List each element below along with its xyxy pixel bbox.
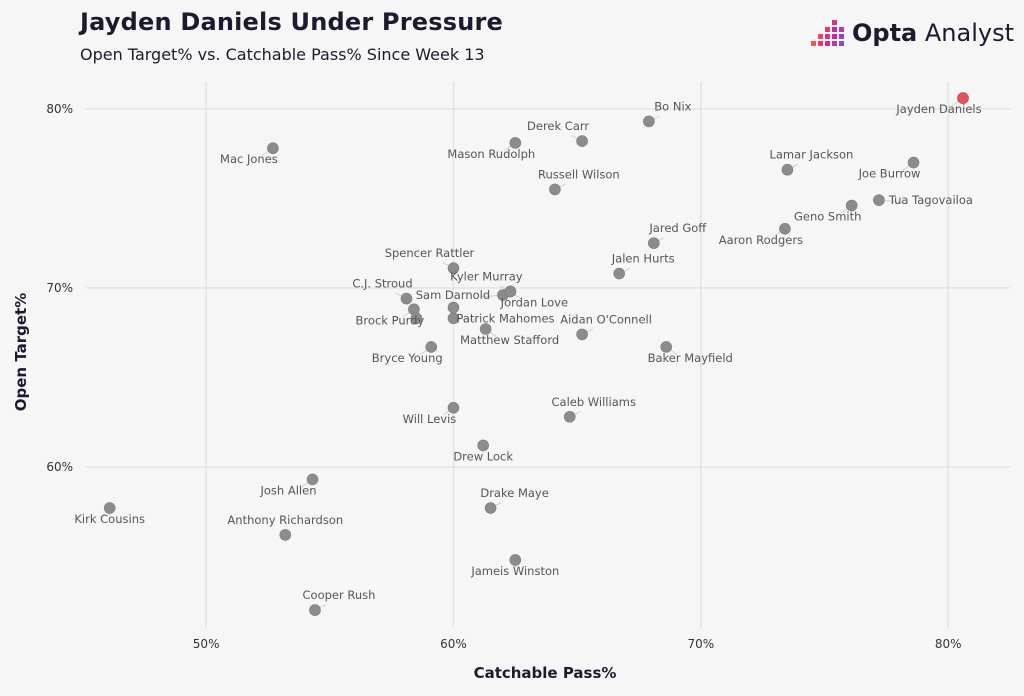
point-label: Jalen Hurts xyxy=(611,252,675,266)
scatter-point xyxy=(447,312,460,325)
scatter-point xyxy=(447,262,460,274)
x-tick-label: 60% xyxy=(440,637,467,651)
y-tick-label: 80% xyxy=(46,102,73,116)
scatter-point xyxy=(484,502,497,514)
scatter-point xyxy=(509,554,522,566)
chart-subtitle: Open Target% vs. Catchable Pass% Since W… xyxy=(80,45,485,64)
scatter-point xyxy=(279,529,292,541)
scatter-point xyxy=(613,267,626,280)
x-axis-title: Catchable Pass% xyxy=(474,664,617,682)
point-label: Russell Wilson xyxy=(538,167,620,181)
scatter-point xyxy=(576,328,588,341)
point-label: Baker Mayfield xyxy=(648,351,733,365)
chart-title: Jayden Daniels Under Pressure xyxy=(80,8,503,36)
point-label: Tua Tagovailoa xyxy=(888,193,973,207)
opta-logo-icon xyxy=(811,20,844,46)
grid-lines xyxy=(86,82,1010,628)
scatter-point xyxy=(479,323,492,335)
point-label: Spencer Rattler xyxy=(385,246,475,260)
point-label: Derek Carr xyxy=(527,119,589,133)
point-label: Jameis Winston xyxy=(470,564,559,578)
point-label: Bryce Young xyxy=(372,351,443,365)
point-label: Bo Nix xyxy=(654,99,691,113)
point-label: Joe Burrow xyxy=(858,167,921,181)
scatter-point xyxy=(576,135,588,147)
y-axis-title: Open Target% xyxy=(12,293,30,412)
point-label: Drew Lock xyxy=(453,449,513,463)
x-axis-ticks: 50% 60% 70% 80% xyxy=(193,637,962,651)
point-label: Cooper Rush xyxy=(303,588,376,602)
scatter-point xyxy=(410,312,423,325)
point-label: Matthew Stafford xyxy=(460,333,559,347)
scatter-point xyxy=(873,194,885,206)
scatter-point xyxy=(306,473,319,486)
data-points xyxy=(103,92,969,616)
point-label: Sam Darnold xyxy=(416,288,490,302)
scatter-point xyxy=(781,163,794,176)
point-label: C.J. Stroud xyxy=(352,277,412,291)
point-labels: Jayden Daniels Bo Nix Derek Carr Mason Rudo… xyxy=(74,99,981,602)
scatter-point xyxy=(660,341,672,353)
point-label: Drake Maye xyxy=(480,486,548,500)
scatter-point xyxy=(907,156,920,169)
point-label: Aaron Rodgers xyxy=(719,233,803,247)
point-label: Jayden Daniels xyxy=(895,102,981,116)
point-label: Josh Allen xyxy=(260,483,317,497)
brand-name: Opta Analyst xyxy=(852,19,1014,47)
scatter-point xyxy=(643,115,655,128)
point-label: Brock Purdy xyxy=(356,313,425,327)
point-label: Lamar Jackson xyxy=(769,148,853,162)
x-tick-label: 70% xyxy=(687,637,714,651)
scatter-point xyxy=(400,292,413,305)
scatter-point xyxy=(103,502,116,514)
scatter-point xyxy=(447,402,460,414)
point-label: Will Levis xyxy=(403,412,457,426)
scatter-point xyxy=(845,199,858,212)
point-label: Mac Jones xyxy=(220,152,278,166)
x-tick-label: 80% xyxy=(935,637,962,651)
scatter-point xyxy=(504,285,517,298)
scatter-point xyxy=(648,237,660,249)
point-label: Anthony Richardson xyxy=(227,513,343,527)
point-label: Jared Goff xyxy=(648,221,707,235)
point-label: Jordan Love xyxy=(500,295,568,309)
point-label: Patrick Mahomes xyxy=(456,311,554,325)
y-tick-label: 60% xyxy=(46,460,73,474)
point-label: Mason Rudolph xyxy=(447,147,535,161)
scatter-point xyxy=(779,222,791,235)
y-axis-ticks: 60% 70% 80% xyxy=(46,102,73,474)
point-label: Aidan O'Connell xyxy=(560,312,652,326)
scatter-point xyxy=(267,142,279,155)
opta-analyst-logo: Opta Analyst xyxy=(810,16,1014,52)
point-label: Kirk Cousins xyxy=(74,512,145,526)
x-tick-label: 50% xyxy=(193,637,220,651)
point-label: Caleb Williams xyxy=(552,395,636,409)
point-label: Kyler Murray xyxy=(450,269,523,283)
y-tick-label: 70% xyxy=(46,281,73,295)
brand-name-bold: Opta xyxy=(852,19,918,47)
scatter-point xyxy=(309,604,321,616)
scatter-point xyxy=(477,439,489,452)
scatter-point xyxy=(425,341,438,353)
label-leaders xyxy=(109,97,964,611)
scatter-point xyxy=(563,410,576,423)
brand-name-rest: Analyst xyxy=(917,19,1014,47)
scatter-point xyxy=(957,92,969,104)
scatter-point xyxy=(549,183,561,196)
scatter-point xyxy=(509,137,522,149)
point-label: Geno Smith xyxy=(794,210,861,224)
